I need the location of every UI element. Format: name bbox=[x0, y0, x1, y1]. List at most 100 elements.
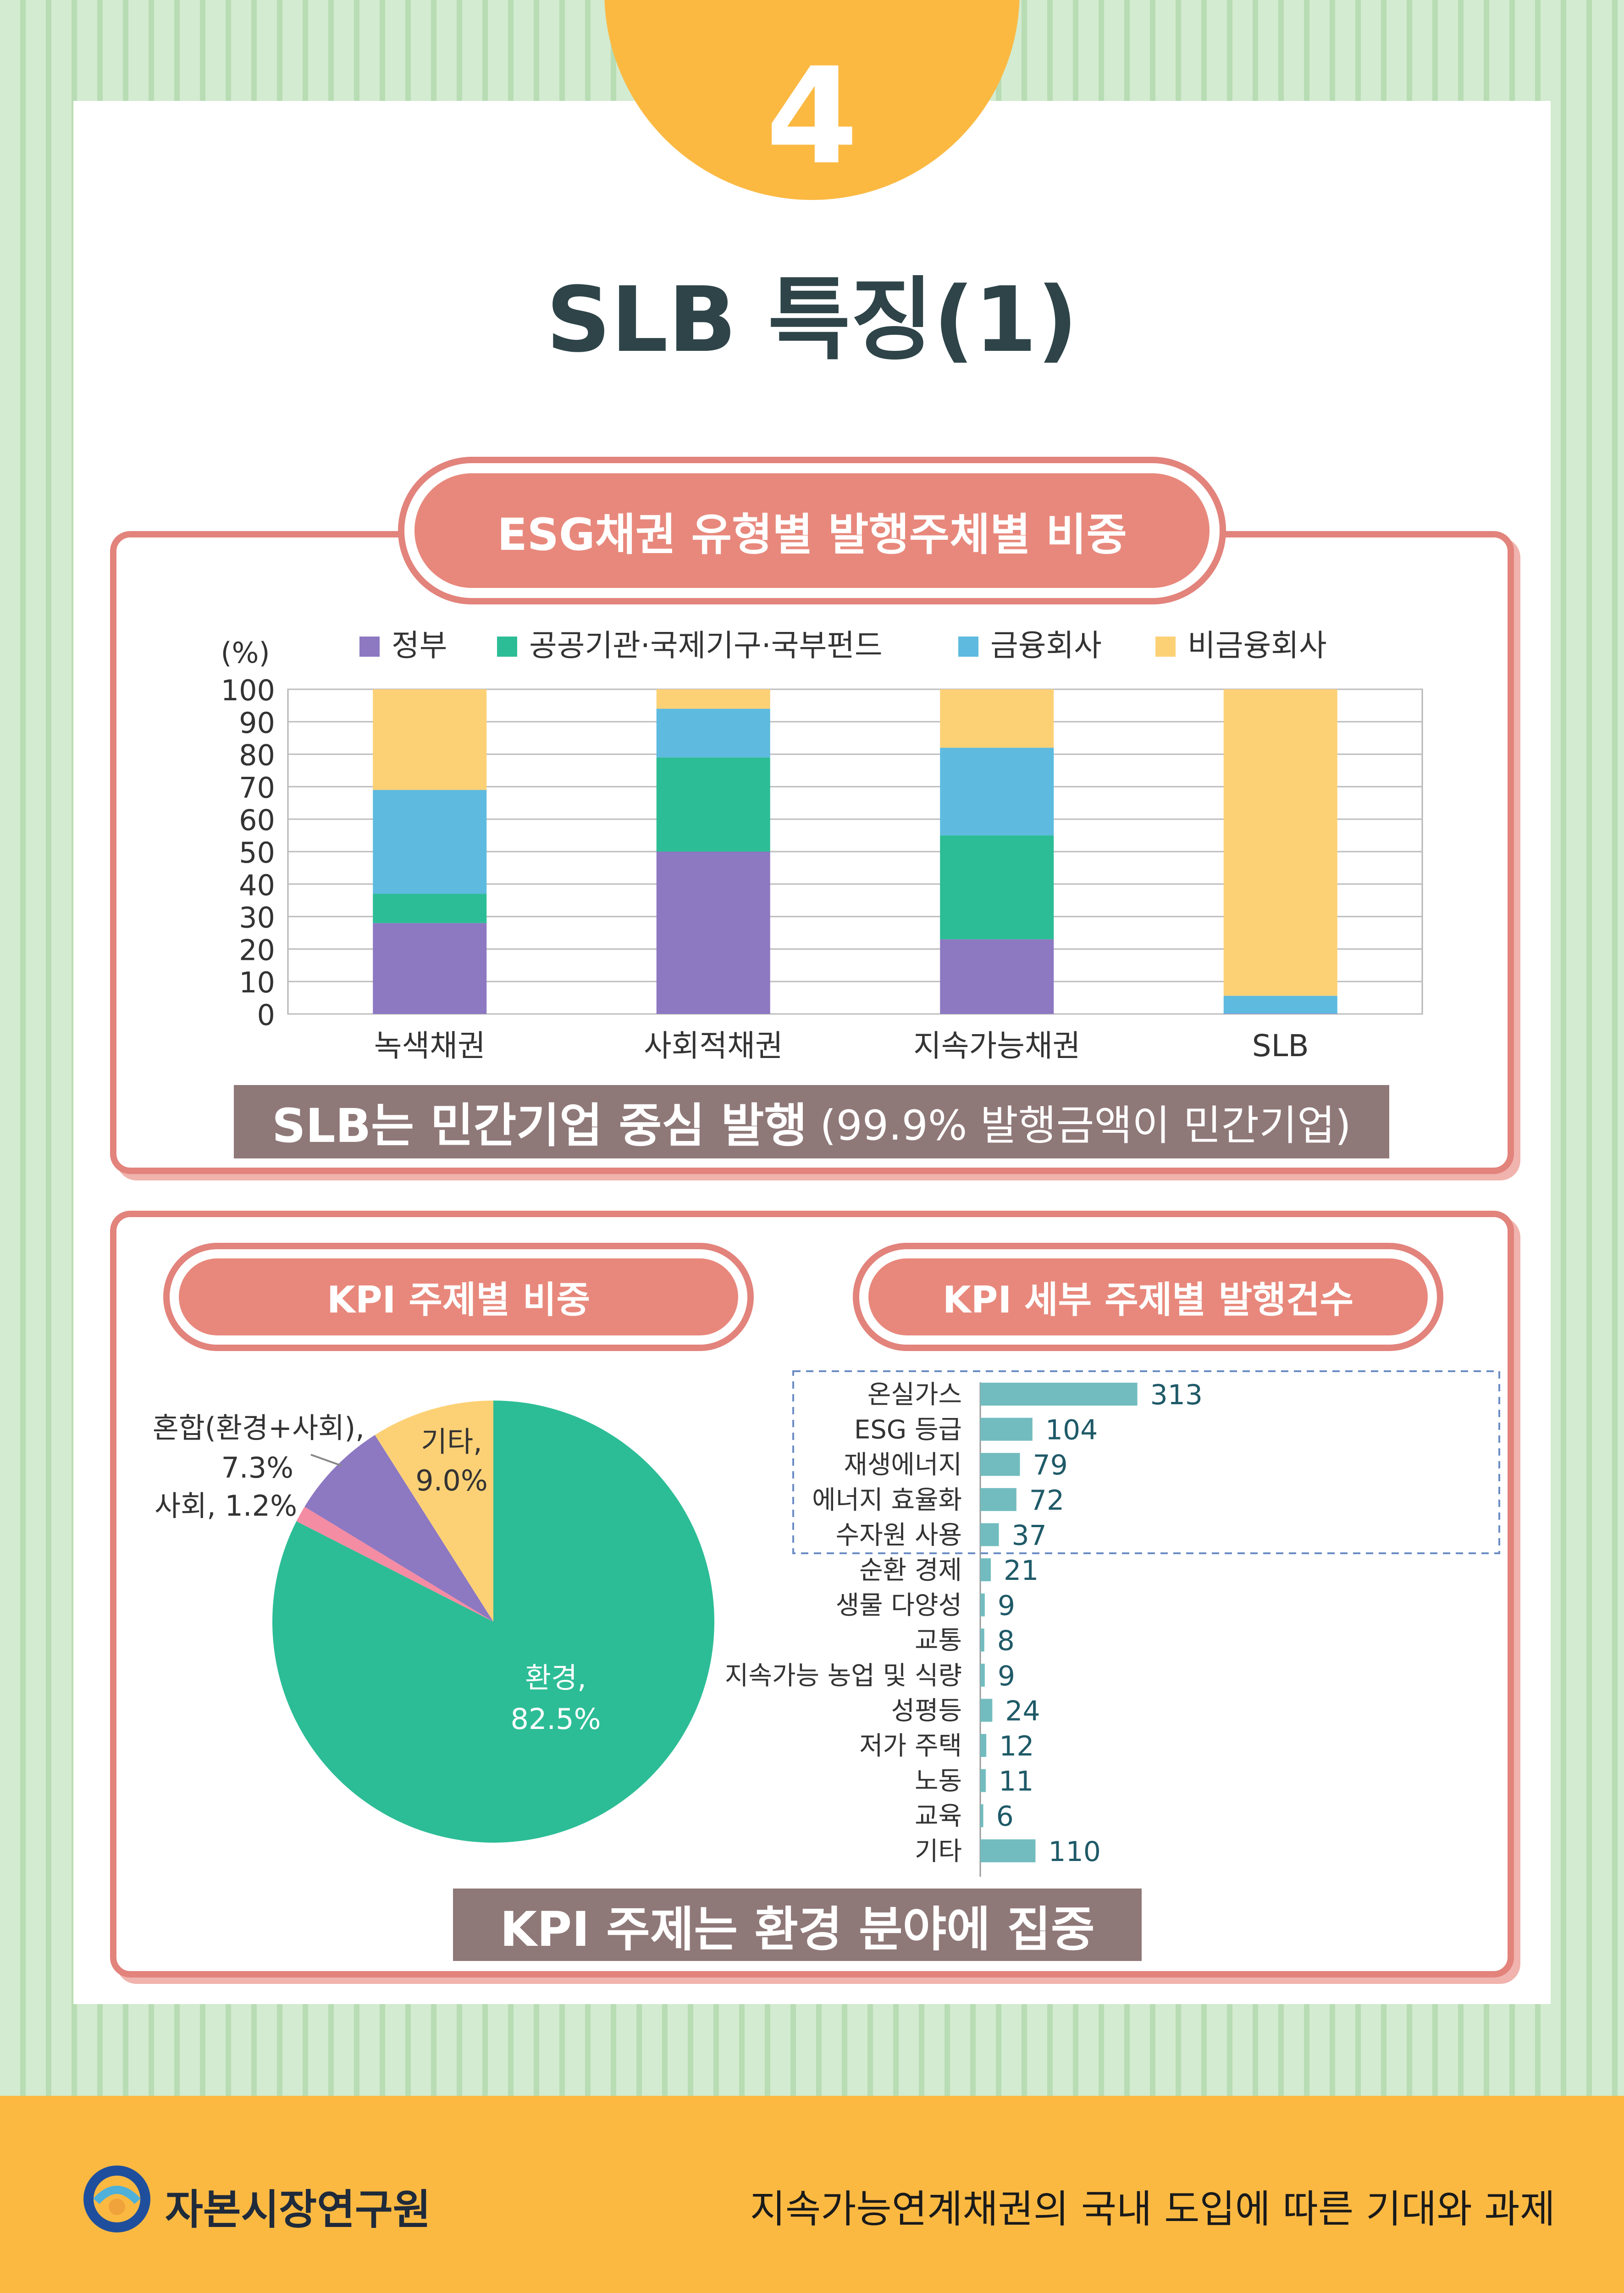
kpi-share-pill: KPI 주제별 비중 bbox=[163, 1243, 754, 1351]
hbar-category-label: 재생에너지 bbox=[844, 1450, 962, 1480]
hbar bbox=[980, 1453, 1020, 1476]
hbar-value-label: 313 bbox=[1150, 1379, 1203, 1411]
hbar-value-label: 24 bbox=[1005, 1695, 1040, 1727]
pie-label: 9.0% bbox=[415, 1464, 488, 1497]
highlight-box bbox=[792, 1370, 1500, 1554]
x-category-label: 지속가능채권 bbox=[913, 1028, 1080, 1063]
bar-segment bbox=[373, 894, 487, 923]
pie-label: 혼합(환경+사회), bbox=[153, 1411, 365, 1445]
kpi-banner: KPI 주제는 환경 분야에 집중 bbox=[453, 1889, 1142, 1961]
pie-label: 환경, bbox=[525, 1661, 586, 1695]
bar-segment bbox=[656, 757, 770, 852]
bar-segment bbox=[1223, 689, 1337, 996]
pie-slice bbox=[375, 1401, 493, 1622]
legend-label: 비금융회사 bbox=[1188, 628, 1327, 663]
y-tick-label: 40 bbox=[239, 869, 275, 902]
bar-segment bbox=[940, 835, 1054, 940]
page-title: SLB 특징(1) bbox=[546, 268, 1078, 372]
bar-segment bbox=[373, 689, 487, 790]
kpi-count-pill: KPI 세부 주제별 발행건수 bbox=[853, 1243, 1443, 1351]
legend-label: 금융회사 bbox=[990, 628, 1102, 663]
issuer-share-title: ESG채권 유형별 발행주체별 비중 bbox=[497, 509, 1127, 560]
hbar-value-label: 21 bbox=[1004, 1555, 1038, 1587]
logo-text: 자본시장연구원 bbox=[165, 2186, 431, 2234]
hbar-category-label: 교통 bbox=[915, 1626, 962, 1656]
hbar bbox=[980, 1663, 985, 1687]
hbar bbox=[980, 1628, 984, 1652]
issuer-banner-light: (99.9% 발행금액이 민간기업) bbox=[820, 1102, 1351, 1150]
hbar-category-label: 노동 bbox=[915, 1767, 962, 1796]
hbar-value-label: 11 bbox=[999, 1766, 1033, 1798]
y-tick-label: 90 bbox=[239, 706, 275, 740]
y-tick-label: 0 bbox=[257, 998, 275, 1032]
hbar-category-label: 온실가스 bbox=[867, 1380, 962, 1410]
issuer-banner-bold: SLB는 민간기업 중심 발행 bbox=[272, 1098, 807, 1153]
issuer-banner: SLB는 민간기업 중심 발행 (99.9% 발행금액이 민간기업) bbox=[234, 1085, 1389, 1158]
hbar-category-label: 기타 bbox=[915, 1837, 962, 1867]
y-tick-label: 80 bbox=[239, 739, 275, 772]
hbar-value-label: 37 bbox=[1011, 1519, 1046, 1551]
y-tick-label: 100 bbox=[221, 674, 275, 707]
y-tick-label: 10 bbox=[239, 966, 275, 999]
pie-leader-line bbox=[310, 1454, 342, 1467]
issuer-share-pill: ESG채권 유형별 발행주체별 비중 bbox=[398, 457, 1226, 604]
bar-segment bbox=[940, 939, 1054, 1014]
hbar-category-label: 순환 경제 bbox=[859, 1556, 962, 1585]
legend-swatch bbox=[497, 637, 517, 657]
legend-label: 공공기관·국제기구·국부펀드 bbox=[529, 628, 883, 663]
hbar-value-label: 110 bbox=[1048, 1836, 1101, 1868]
hbar bbox=[980, 1558, 991, 1581]
y-tick-label: 20 bbox=[239, 933, 275, 967]
hbar-category-label: 수자원 사용 bbox=[836, 1520, 962, 1550]
hbar-value-label: 72 bbox=[1029, 1484, 1064, 1517]
legend-swatch bbox=[359, 637, 380, 657]
pie-label: 사회, 1.2% bbox=[155, 1489, 297, 1523]
hbar bbox=[980, 1734, 987, 1757]
x-category-label: 녹색채권 bbox=[374, 1028, 486, 1063]
legend-swatch bbox=[1155, 637, 1176, 657]
footer-report-title: 지속가능연계채권의 국내 도입에 따른 기대와 과제 bbox=[750, 2187, 1555, 2232]
legend-swatch bbox=[958, 637, 978, 657]
hbar-value-label: 9 bbox=[998, 1590, 1015, 1622]
hbar-category-label: 지속가능 농업 및 식량 bbox=[725, 1661, 962, 1691]
bar-segment bbox=[1223, 996, 1337, 1014]
hbar bbox=[980, 1699, 993, 1722]
y-tick-label: 50 bbox=[239, 836, 275, 870]
hbar-value-label: 79 bbox=[1033, 1449, 1067, 1481]
bar-segment bbox=[940, 748, 1054, 836]
hbar-category-label: 생물 다양성 bbox=[836, 1591, 962, 1621]
hbar-value-label: 9 bbox=[998, 1660, 1015, 1692]
hbar bbox=[980, 1383, 1138, 1406]
logo-icon bbox=[83, 2166, 150, 2232]
hbar-category-label: 에너지 효율화 bbox=[812, 1485, 962, 1515]
kpi-share-title: KPI 주제별 비중 bbox=[326, 1279, 591, 1321]
y-axis-unit: (%) bbox=[221, 636, 270, 670]
bar-segment bbox=[656, 852, 770, 1014]
legend-label: 정부 bbox=[392, 628, 447, 663]
y-tick-label: 30 bbox=[239, 901, 275, 935]
hbar-value-label: 104 bbox=[1045, 1414, 1098, 1446]
footer-bar bbox=[0, 2096, 1624, 2293]
hbar-value-label: 6 bbox=[996, 1800, 1014, 1833]
bar-segment bbox=[373, 790, 487, 894]
bar-segment bbox=[940, 689, 1054, 748]
hbar bbox=[980, 1769, 986, 1792]
hbar-category-label: 교육 bbox=[915, 1801, 962, 1831]
kpi-banner-text: KPI 주제는 환경 분야에 집중 bbox=[500, 1901, 1095, 1957]
pie-slice bbox=[304, 1435, 493, 1622]
kpi-count-title: KPI 세부 주제별 발행건수 bbox=[942, 1279, 1354, 1321]
pie-slice bbox=[296, 1507, 493, 1622]
hbar-category-label: ESG 등급 bbox=[854, 1415, 962, 1445]
hbar-category-label: 저가 주택 bbox=[859, 1731, 962, 1761]
pie-label: 기타, bbox=[421, 1425, 482, 1458]
bar-segment bbox=[373, 923, 487, 1014]
hbar bbox=[980, 1804, 983, 1828]
hbar bbox=[980, 1839, 1036, 1862]
hbar bbox=[980, 1593, 985, 1617]
kpi-charts: 환경, 82.5% 기타, 9.0% 혼합(환경+사회), 7.3% 사회, 1.2% 온실가… bbox=[153, 1370, 1500, 1877]
hbar bbox=[980, 1523, 999, 1546]
x-category-label: SLB bbox=[1252, 1028, 1309, 1063]
hbar-value-label: 8 bbox=[997, 1625, 1015, 1657]
pie-label: 7.3% bbox=[221, 1451, 293, 1484]
